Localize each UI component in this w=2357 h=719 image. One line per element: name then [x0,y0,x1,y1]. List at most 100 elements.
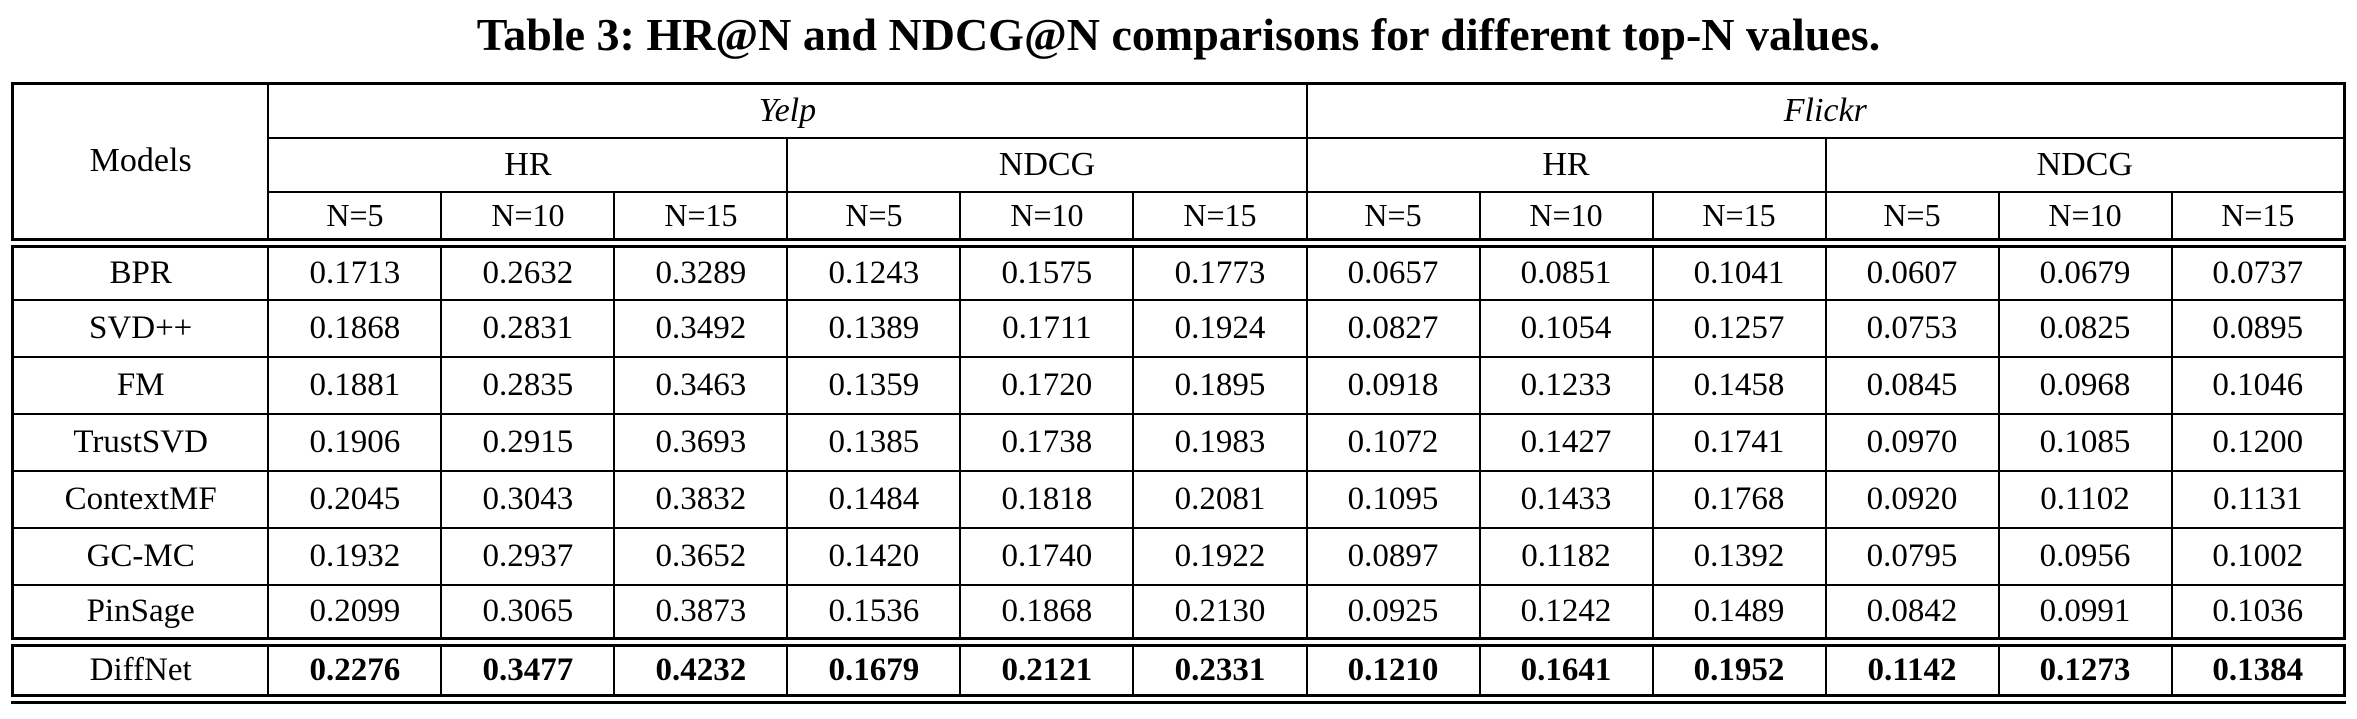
metric-value-cell: 0.0753 [1824,298,2000,358]
metric-value-cell: 0.1433 [1478,469,1654,529]
model-name-cell: ContextMF [11,469,270,529]
metric-value-cell: 0.2937 [440,526,616,586]
metric-value-cell: 0.1641 [1478,636,1654,700]
metric-value-cell: 0.1906 [267,412,443,472]
metric-value-cell: 0.1868 [267,298,443,358]
metric-value-cell: 0.1924 [1132,298,1308,358]
metric-header-yelp-ndcg: NDCG [786,136,1308,193]
metric-value-cell: 0.0918 [1305,355,1481,415]
metric-value-cell: 0.1881 [267,355,443,415]
metric-value-cell: 0.1818 [959,469,1135,529]
metric-header-flickr-ndcg: NDCG [1824,136,2346,193]
metric-value-cell: 0.1102 [1997,469,2173,529]
table-row: FM 0.1881 0.2835 0.3463 0.1359 0.1720 0.1895 0.… [11,355,2346,415]
metric-value-cell: 0.1932 [267,526,443,586]
metric-value-cell: 0.1389 [786,298,962,358]
metric-value-cell: 0.3652 [613,526,789,586]
dataset-header-flickr: Flickr [1305,82,2346,139]
metric-value-cell: 0.0920 [1824,469,2000,529]
metric-value-cell: 0.1182 [1478,526,1654,586]
metric-value-cell: 0.1273 [1997,636,2173,700]
metric-value-cell: 0.3492 [613,298,789,358]
metric-value-cell: 0.0825 [1997,298,2173,358]
metric-value-cell: 0.0970 [1824,412,2000,472]
metric-value-cell: 0.0895 [2170,298,2346,358]
model-name-cell: TrustSVD [11,412,270,472]
topn-header-cell: N=10 [1478,190,1654,244]
metric-value-cell: 0.2045 [267,469,443,529]
topn-header-cell: N=5 [786,190,962,244]
metric-value-cell: 0.2915 [440,412,616,472]
topn-header-cell: N=5 [267,190,443,244]
metric-value-cell: 0.1385 [786,412,962,472]
metric-value-cell: 0.1257 [1651,298,1827,358]
metric-value-cell: 0.1575 [959,237,1135,301]
metric-value-cell: 0.0657 [1305,237,1481,301]
metric-value-cell: 0.1922 [1132,526,1308,586]
metric-value-cell: 0.1359 [786,355,962,415]
metric-value-cell: 0.2099 [267,583,443,643]
metric-value-cell: 0.1392 [1651,526,1827,586]
table-row: DiffNet 0.2276 0.3477 0.4232 0.1679 0.2121 0.2… [11,636,2346,700]
models-header-cell: Models [11,82,270,244]
metric-value-cell: 0.1458 [1651,355,1827,415]
metric-value-cell: 0.1002 [2170,526,2346,586]
metric-value-cell: 0.1200 [2170,412,2346,472]
metric-value-cell: 0.0845 [1824,355,2000,415]
metric-value-cell: 0.1041 [1651,237,1827,301]
table-row: GC-MC 0.1932 0.2937 0.3652 0.1420 0.1740 0.192… [11,526,2346,586]
topn-header-row: N=5 N=10 N=15 N=5 N=10 N=15 N=5 N=10 N=1… [12,190,2346,244]
metric-value-cell: 0.1773 [1132,237,1308,301]
metric-value-cell: 0.1484 [786,469,962,529]
metric-value-cell: 0.1489 [1651,583,1827,643]
model-name-cell: GC-MC [11,526,270,586]
metric-value-cell: 0.3289 [613,237,789,301]
topn-header-cell: N=15 [2170,190,2346,244]
model-name-cell: SVD++ [11,298,270,358]
metric-value-cell: 0.1713 [267,237,443,301]
metric-value-cell: 0.0956 [1997,526,2173,586]
model-name-cell: PinSage [11,583,270,643]
metric-value-cell: 0.0991 [1997,583,2173,643]
metric-value-cell: 0.0897 [1305,526,1481,586]
topn-header-cell: N=15 [613,190,789,244]
metric-value-cell: 0.1072 [1305,412,1481,472]
metric-value-cell: 0.1036 [2170,583,2346,643]
metric-value-cell: 0.0827 [1305,298,1481,358]
metric-header-yelp-hr: HR [267,136,789,193]
metric-value-cell: 0.3065 [440,583,616,643]
dataset-header-yelp: Yelp [267,82,1308,139]
topn-header-cell: N=10 [959,190,1135,244]
metric-value-cell: 0.1142 [1824,636,2000,700]
metric-header-row: HR NDCG HR NDCG [12,136,2346,193]
metric-value-cell: 0.0679 [1997,237,2173,301]
metric-value-cell: 0.0795 [1824,526,2000,586]
topn-header-cell: N=15 [1651,190,1827,244]
topn-header-cell: N=10 [1997,190,2173,244]
metric-value-cell: 0.1054 [1478,298,1654,358]
metric-value-cell: 0.2632 [440,237,616,301]
metric-value-cell: 0.1384 [2170,636,2346,700]
metric-value-cell: 0.4232 [613,636,789,700]
model-name-cell: FM [11,355,270,415]
metric-value-cell: 0.1243 [786,237,962,301]
metric-value-cell: 0.1046 [2170,355,2346,415]
metric-value-cell: 0.0925 [1305,583,1481,643]
metric-value-cell: 0.1740 [959,526,1135,586]
metric-value-cell: 0.3693 [613,412,789,472]
metric-value-cell: 0.0607 [1824,237,2000,301]
topn-header-cell: N=5 [1824,190,2000,244]
metric-value-cell: 0.1711 [959,298,1135,358]
metric-value-cell: 0.3043 [440,469,616,529]
metric-value-cell: 0.3477 [440,636,616,700]
metric-value-cell: 0.1131 [2170,469,2346,529]
metric-value-cell: 0.1095 [1305,469,1481,529]
metric-value-cell: 0.1768 [1651,469,1827,529]
table-caption: Table 3: HR@N and NDCG@N comparisons for… [476,9,1881,60]
table-header: Models Yelp Flickr HR NDCG HR NDCG N=5 N… [11,82,2346,244]
metric-value-cell: 0.2276 [267,636,443,700]
metric-value-cell: 0.1085 [1997,412,2173,472]
metric-value-cell: 0.1952 [1651,636,1827,700]
metric-value-cell: 0.3832 [613,469,789,529]
topn-header-cell: N=10 [440,190,616,244]
